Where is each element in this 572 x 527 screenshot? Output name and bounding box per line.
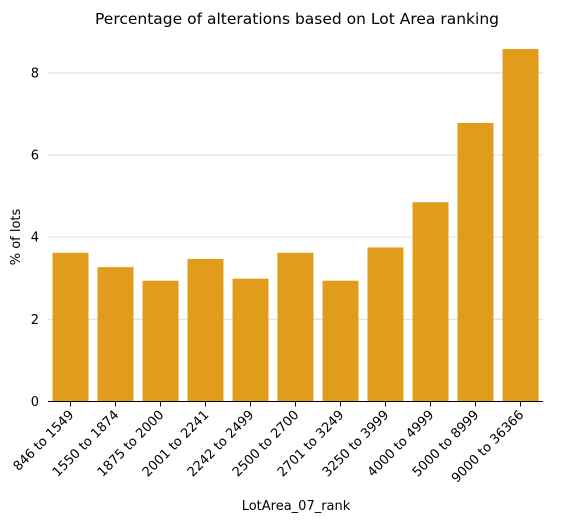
bar: [322, 280, 359, 402]
y-tick-label: 6: [31, 149, 39, 164]
bar: [52, 252, 89, 402]
bar: [457, 122, 494, 402]
bar: [502, 49, 539, 402]
bars: [52, 49, 539, 402]
bar: [97, 267, 134, 402]
bar: [187, 258, 224, 402]
bar: [412, 202, 449, 402]
y-tick-label: 0: [31, 395, 39, 410]
y-axis-label: % of lots: [9, 208, 24, 265]
y-tick-label: 8: [31, 66, 39, 81]
y-tick-label: 2: [31, 313, 39, 328]
y-axis-ticks: 0 2 4 6 8: [31, 66, 39, 410]
bar: [277, 252, 314, 402]
x-axis-label: LotArea_07_rank: [242, 499, 351, 514]
chart-title: Percentage of alterations based on Lot A…: [95, 10, 499, 28]
bar: [142, 280, 179, 402]
bar: [232, 278, 269, 402]
y-tick-label: 4: [31, 231, 39, 246]
bar: [367, 247, 404, 402]
